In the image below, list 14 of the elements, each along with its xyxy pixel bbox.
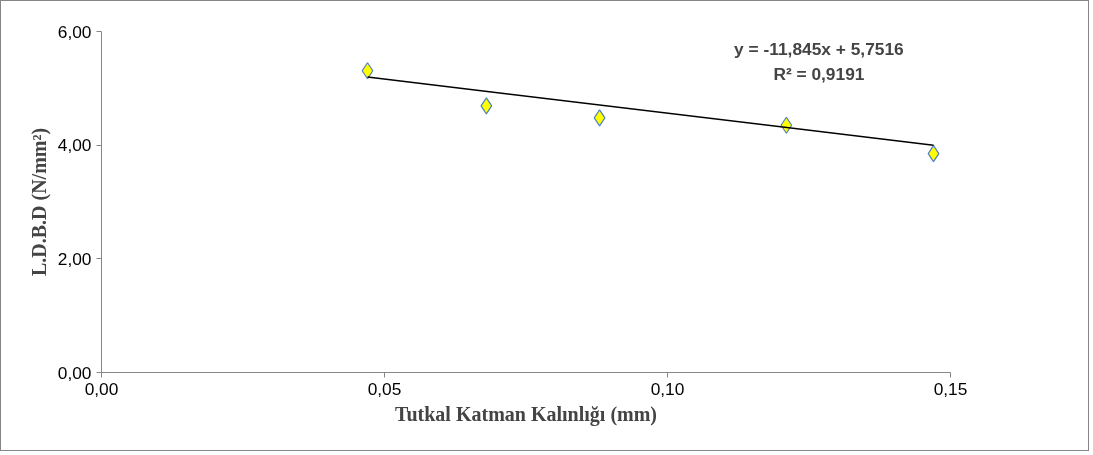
annotation: R² = 0,9191	[773, 64, 865, 85]
x-tick-label: 0,05	[367, 378, 402, 399]
point	[593, 109, 606, 127]
x-tick-label: 0,10	[650, 378, 685, 399]
x-axis-title: Tutkal Katman Kalınlığı (mm)	[394, 402, 658, 426]
annotation: y = -11,845x + 5,7516	[734, 38, 905, 59]
point	[927, 145, 940, 163]
point	[480, 97, 493, 115]
y-tick-label: 2,00	[57, 248, 92, 269]
y-tick-label: 6,00	[57, 21, 92, 42]
y-tick-label: 4,00	[57, 135, 92, 156]
y-axis-title: L.D.B.D (N/mm²)	[27, 127, 51, 277]
x-tick-label: 0,15	[933, 378, 968, 399]
point	[361, 62, 374, 80]
